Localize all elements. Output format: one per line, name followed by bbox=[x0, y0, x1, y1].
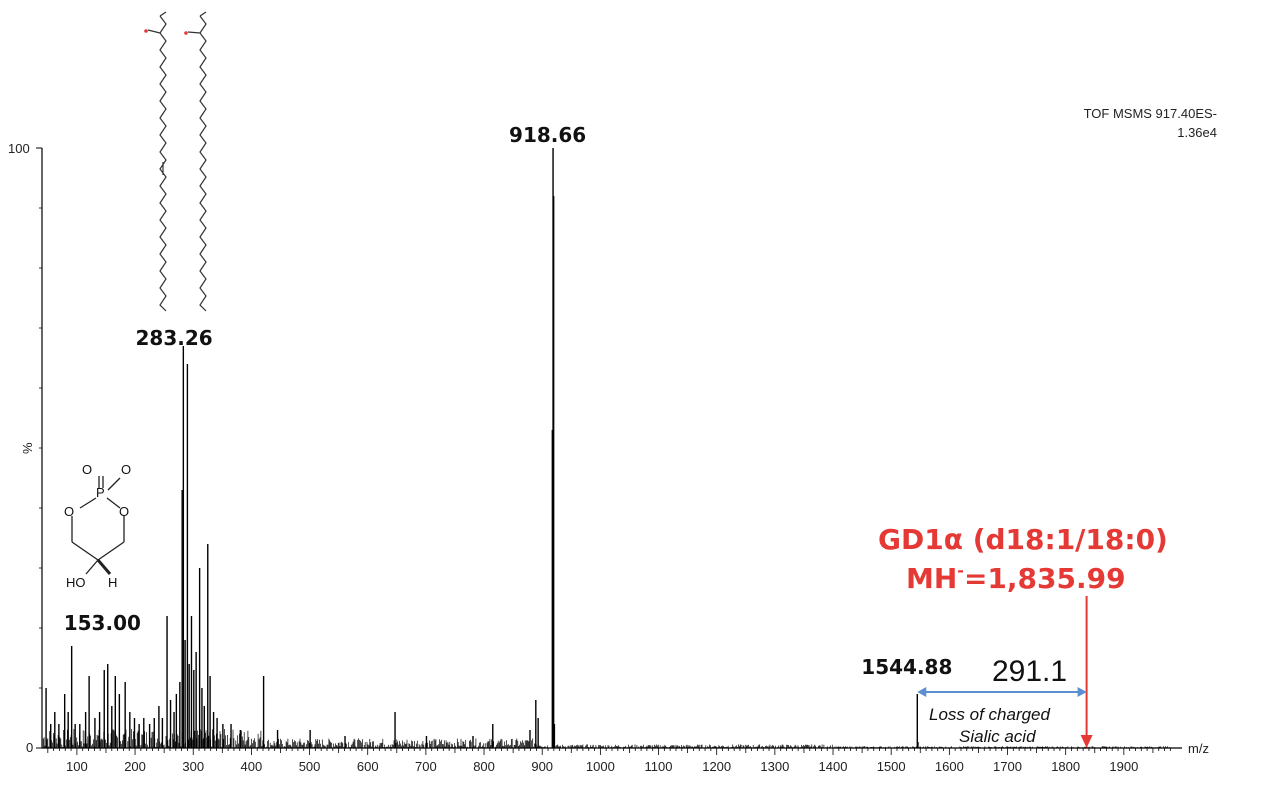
peak-labels: 153.00 283.26 918.66 1544.88 bbox=[64, 123, 953, 679]
mh-value: =1,835.99 bbox=[964, 562, 1126, 595]
phosphate-atom-o-top: O bbox=[82, 462, 92, 477]
x-tick-label: 1400 bbox=[819, 759, 848, 774]
y-tick-100: 100 bbox=[8, 141, 30, 156]
phosphate-atom-ho: HO bbox=[66, 575, 86, 590]
x-tick-label: 1300 bbox=[760, 759, 789, 774]
compound-name-label: GD1α (d18:1/18:0) bbox=[878, 523, 1168, 556]
x-tick-label: 1900 bbox=[1109, 759, 1138, 774]
x-tick-label: 700 bbox=[415, 759, 437, 774]
x-tick-label: 1600 bbox=[935, 759, 964, 774]
phosphate-atom-h: H bbox=[108, 575, 117, 590]
precursor-arrow-head-icon bbox=[1080, 735, 1093, 748]
intensity-scale-label: 1.36e4 bbox=[1177, 125, 1217, 140]
phosphate-atom-p: P bbox=[96, 485, 105, 500]
x-tick-label: 1800 bbox=[1051, 759, 1080, 774]
x-axis-label: m/z bbox=[1188, 741, 1209, 756]
peak-label: 283.26 bbox=[135, 326, 212, 350]
mass-diff-arrow-left-icon bbox=[917, 687, 927, 697]
phosphate-atom-o-minus: O bbox=[121, 462, 131, 477]
precursor-mass-label: MH-=1,835.99 bbox=[906, 561, 1126, 595]
loss-text-line1: Loss of charged bbox=[929, 705, 1051, 724]
x-tick-label: 1100 bbox=[645, 759, 673, 774]
x-tick-label: 100 bbox=[66, 759, 88, 774]
x-tick-label: 300 bbox=[182, 759, 204, 774]
x-tick-label: 800 bbox=[473, 759, 495, 774]
loss-text-line2: Sialic acid bbox=[959, 727, 1036, 746]
x-tick-label: 500 bbox=[299, 759, 321, 774]
noise-trace bbox=[42, 729, 1171, 748]
peak-label: 918.66 bbox=[509, 123, 586, 147]
mass-diff-arrow-right-icon bbox=[1077, 687, 1087, 697]
scan-function-label: TOF MSMS 917.40ES- bbox=[1083, 106, 1217, 121]
mh-prefix: MH bbox=[906, 562, 957, 595]
fatty-acid-structure-saturated bbox=[187, 11, 207, 312]
phosphate-atom-o-right: O bbox=[119, 504, 129, 519]
carbonyl-o-icon-1 bbox=[144, 29, 148, 33]
carbonyl-o-icon-2 bbox=[184, 31, 188, 35]
mass-diff-value: 291.1 bbox=[992, 655, 1067, 688]
mh-superscript: - bbox=[957, 561, 964, 580]
phosphate-atom-o-left: O bbox=[64, 504, 74, 519]
x-tick-label: 600 bbox=[357, 759, 379, 774]
x-tick-label: 200 bbox=[124, 759, 146, 774]
x-tick-label: 400 bbox=[241, 759, 263, 774]
baseline-noise bbox=[42, 729, 1171, 748]
y-axis-label: % bbox=[20, 442, 35, 454]
x-tick-label: 1200 bbox=[702, 759, 731, 774]
cyclic-phosphate-structure bbox=[71, 476, 125, 575]
acquisition-header: TOF MSMS 917.40ES- 1.36e4 bbox=[1084, 104, 1217, 142]
peak-label: 153.00 bbox=[64, 611, 141, 635]
y-tick-0: 0 bbox=[26, 740, 33, 755]
peak-label: 1544.88 bbox=[861, 655, 952, 679]
x-tick-label: 1000 bbox=[586, 759, 615, 774]
x-tick-label: 1500 bbox=[877, 759, 906, 774]
x-tick-label: 1700 bbox=[993, 759, 1022, 774]
fatty-acid-structure-unsaturated bbox=[147, 11, 167, 312]
x-tick-label: 900 bbox=[531, 759, 553, 774]
